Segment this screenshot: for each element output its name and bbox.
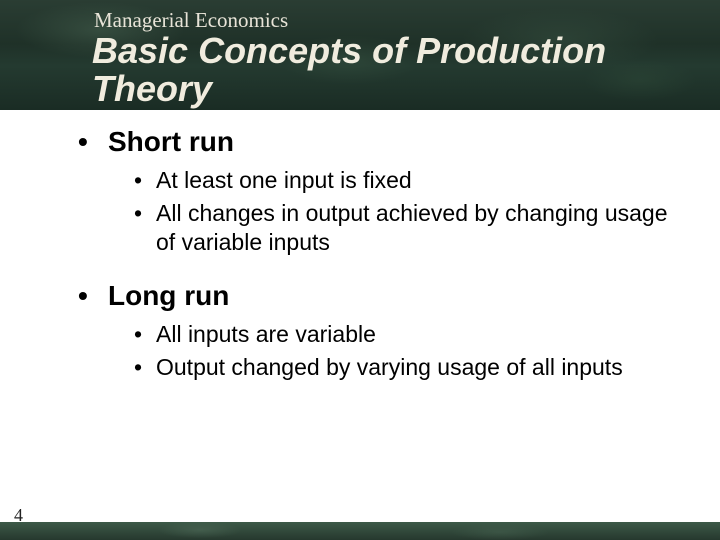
spacer: [78, 260, 668, 274]
slide-title: Basic Concepts of Production Theory: [92, 32, 652, 110]
bullet-icon: •: [134, 199, 156, 228]
list-item: • At least one input is fixed: [134, 166, 668, 195]
slide: Managerial Economics Basic Concepts of P…: [0, 0, 720, 540]
list-item-text: All changes in output achieved by changi…: [156, 199, 668, 257]
section-heading-text: Long run: [108, 280, 229, 312]
list-item: • Output changed by varying usage of all…: [134, 353, 668, 382]
section-heading-text: Short run: [108, 126, 234, 158]
bullet-icon: •: [134, 353, 156, 382]
list-item-text: At least one input is fixed: [156, 166, 668, 195]
list-item-text: All inputs are variable: [156, 320, 668, 349]
footer-band: [0, 522, 720, 540]
slide-body: • Short run • At least one input is fixe…: [78, 120, 668, 386]
header-band: Managerial Economics Basic Concepts of P…: [0, 0, 720, 110]
list-item-text: Output changed by varying usage of all i…: [156, 353, 668, 382]
list-item: • All changes in output achieved by chan…: [134, 199, 668, 257]
bullet-icon: •: [78, 280, 108, 312]
bullet-icon: •: [134, 320, 156, 349]
page-number: 4: [14, 505, 23, 526]
list-item: • All inputs are variable: [134, 320, 668, 349]
bullet-icon: •: [134, 166, 156, 195]
section-heading: • Short run: [78, 126, 668, 158]
bullet-icon: •: [78, 126, 108, 158]
section-heading: • Long run: [78, 280, 668, 312]
